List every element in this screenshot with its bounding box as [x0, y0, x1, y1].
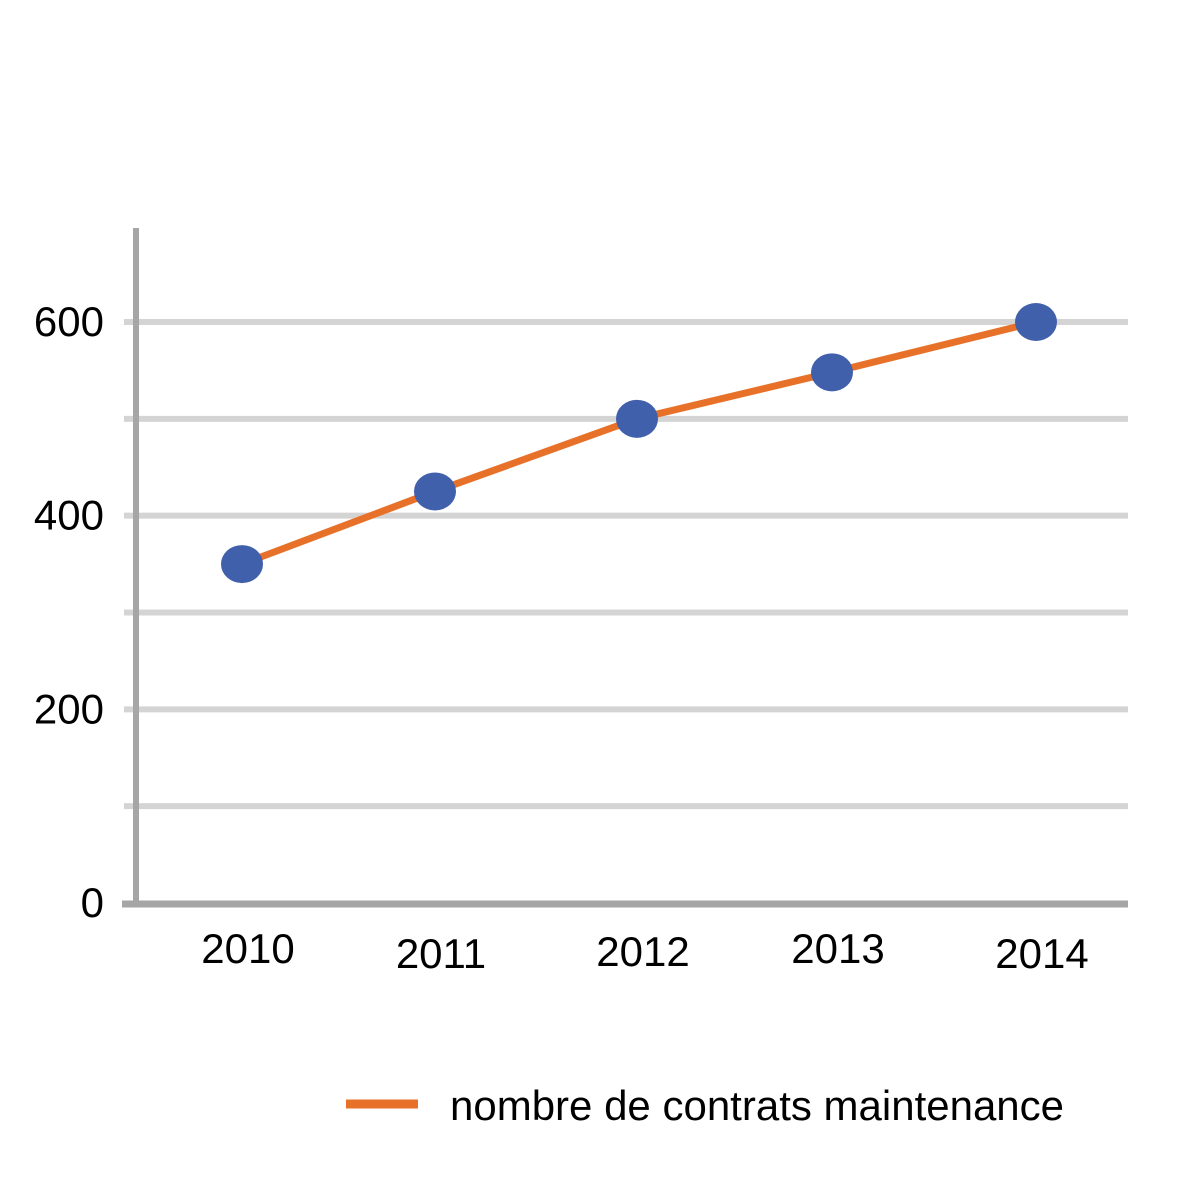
x-tick-label: 2012 — [596, 928, 689, 975]
x-tick-label: 2011 — [396, 930, 486, 977]
legend: nombre de contrats maintenance — [346, 1082, 1064, 1129]
series-group — [221, 303, 1057, 584]
data-point — [616, 399, 658, 438]
x-tick-label: 2010 — [201, 925, 294, 972]
data-point — [221, 545, 263, 584]
y-tick-label: 400 — [34, 492, 104, 539]
y-tick-label: 600 — [34, 298, 104, 345]
legend-label: nombre de contrats maintenance — [450, 1082, 1064, 1129]
y-tick-label: 200 — [34, 685, 104, 732]
data-point — [811, 353, 853, 392]
x-axis-tick-labels: 2010 2011 2012 2013 2014 — [201, 925, 1088, 977]
x-tick-label: 2013 — [791, 925, 884, 972]
data-point — [1015, 303, 1057, 341]
x-tick-label: 2014 — [995, 930, 1088, 977]
y-tick-label: 0 — [81, 879, 104, 926]
axes — [122, 228, 1128, 908]
gridlines — [124, 319, 1128, 810]
data-point — [414, 472, 456, 511]
series-line — [238, 318, 1040, 568]
y-axis-tick-labels: 0 200 400 600 — [34, 298, 104, 926]
